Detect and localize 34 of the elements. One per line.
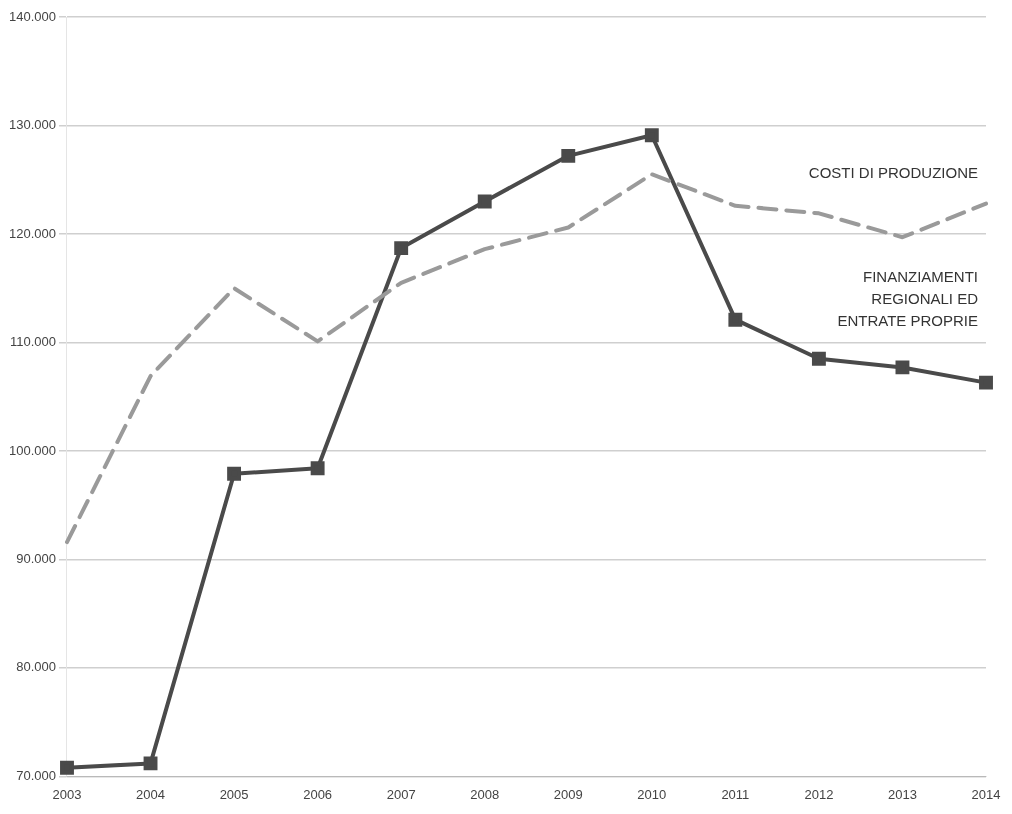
x-tick-label: 2005 [219, 786, 249, 802]
y-tick-label: 120.000 [8, 225, 56, 241]
x-tick-label: 2012 [804, 786, 834, 802]
point [394, 241, 409, 256]
y-tick-label: 70.000 [16, 767, 56, 783]
point [644, 128, 659, 143]
point [310, 461, 325, 476]
series-label: COSTI DI PRODUZIONE [808, 163, 978, 181]
x-tick-label: 2010 [637, 786, 667, 802]
y-tick-label: 110.000 [9, 334, 56, 350]
x-tick-label: 2004 [136, 786, 165, 802]
point [227, 466, 242, 481]
y-tick-label: 80.000 [16, 659, 56, 675]
point [811, 351, 826, 366]
point [477, 194, 492, 209]
point [728, 312, 743, 327]
x-tick-label: 2013 [887, 786, 917, 802]
y-tick-label: 100.000 [8, 442, 56, 458]
point [979, 375, 993, 390]
y-tick-label: 130.000 [8, 117, 56, 133]
point [60, 760, 74, 775]
point [895, 360, 910, 375]
y-tick-label: 90.000 [16, 551, 56, 567]
x-tick-label: 2011 [721, 786, 750, 802]
point [143, 756, 158, 771]
x-tick-label: 2007 [386, 786, 416, 802]
series-label: FINANZIAMENTI REGIONALI ED ENTRATE PROPRIE [837, 267, 979, 329]
point [561, 148, 576, 163]
x-tick-label: 2008 [470, 786, 500, 802]
x-tick-label: 2014 [971, 786, 1001, 802]
y-tick-label: 140.000 [8, 8, 56, 24]
x-tick-label: 2006 [303, 786, 333, 802]
x-tick-label: 2003 [52, 786, 82, 802]
x-tick-label: 2009 [553, 786, 583, 802]
